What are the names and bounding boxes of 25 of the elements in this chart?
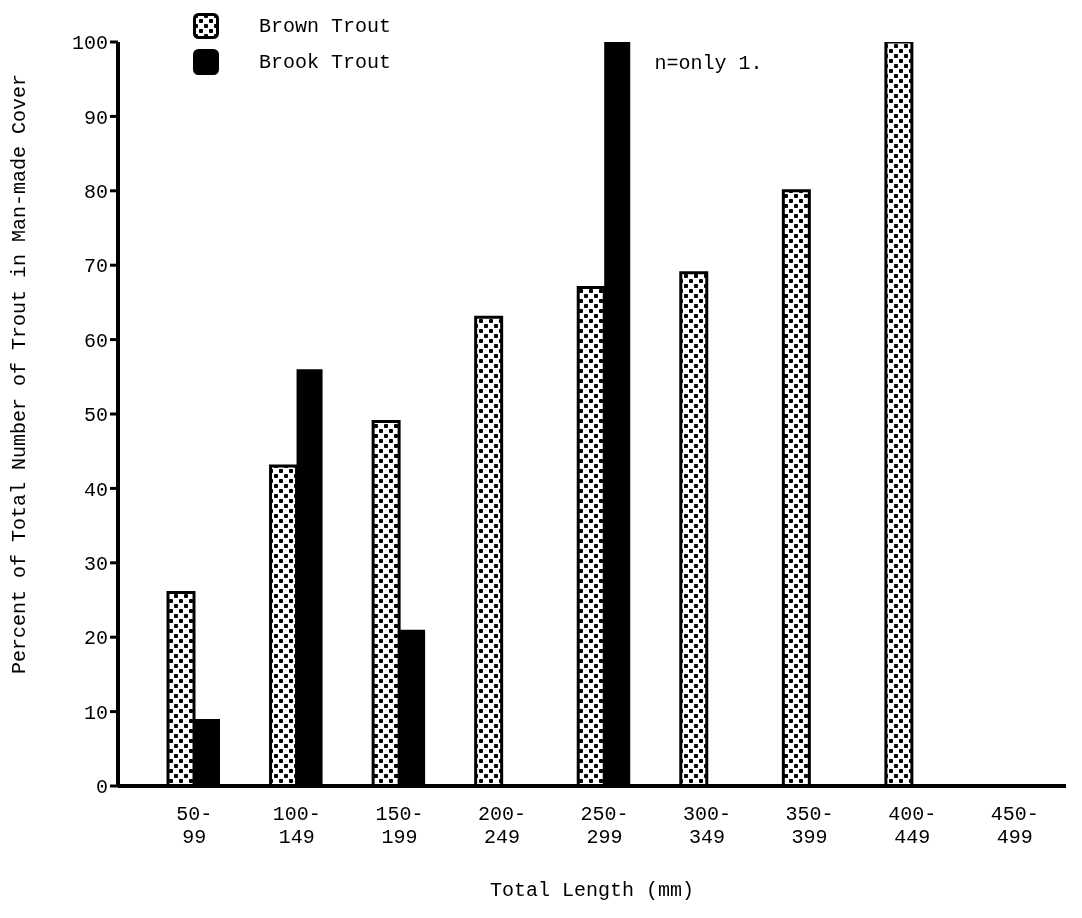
y-axis-title: Percent of Total Number of Trout in Man-made Cover xyxy=(8,73,32,674)
legend-label: Brown Trout xyxy=(259,14,392,38)
y-tick-label: 90 xyxy=(83,106,108,130)
y-tick-label: 20 xyxy=(83,627,108,651)
x-tick-label: 300-349 xyxy=(683,803,732,849)
x-tick-label: 100-149 xyxy=(272,803,321,849)
y-tick-label: 0 xyxy=(95,776,108,800)
x-tick-label: 450-499 xyxy=(990,803,1039,849)
y-tick-label: 60 xyxy=(83,329,108,353)
y-tick-label: 70 xyxy=(83,255,108,279)
y-tick-label: 40 xyxy=(83,478,108,502)
x-axis-title: Total Length (mm) xyxy=(489,879,695,902)
x-tick-label: 200-249 xyxy=(477,803,526,849)
x-tick-label: 150-199 xyxy=(375,803,424,849)
x-tick-label: 250-299 xyxy=(580,803,629,849)
y-tick-label: 100 xyxy=(71,32,108,56)
annotation: n=only 1. xyxy=(654,52,763,76)
x-tick-label: 350-399 xyxy=(785,803,834,849)
x-tick-label: 400-449 xyxy=(888,803,937,849)
y-tick-label: 10 xyxy=(83,701,108,725)
y-tick-label: 30 xyxy=(83,552,108,576)
y-tick-label: 80 xyxy=(83,180,108,204)
x-tick-label: 50-99 xyxy=(176,803,213,849)
y-tick-label: 50 xyxy=(83,404,108,428)
legend-label: Brook Trout xyxy=(259,50,392,74)
